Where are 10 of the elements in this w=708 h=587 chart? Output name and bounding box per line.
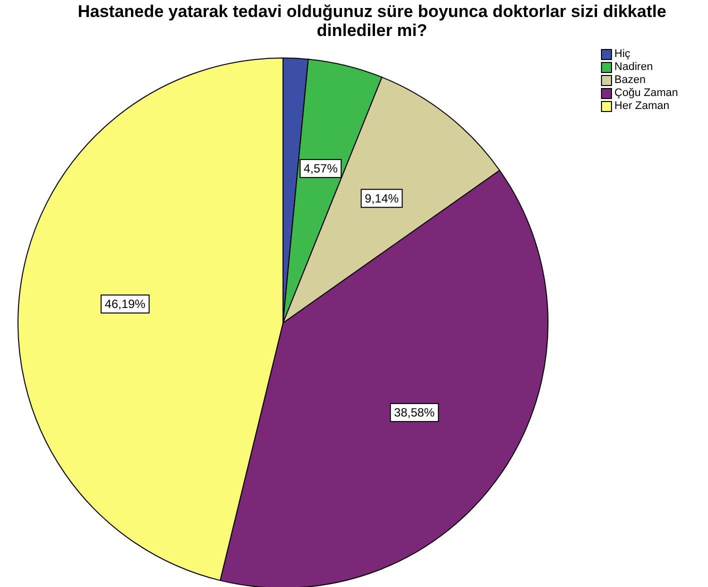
- data-label: 46,19%: [104, 297, 146, 312]
- data-label: 4,57%: [304, 162, 338, 176]
- legend-label: Çoğu Zaman: [614, 87, 678, 100]
- data-label: 38,58%: [394, 406, 436, 420]
- legend-label: Bazen: [614, 74, 646, 87]
- legend-label: Hiç: [614, 48, 630, 61]
- legend-label: Her Zaman: [614, 100, 670, 113]
- legend-label: Nadiren: [614, 61, 653, 74]
- chart-title: Hastanede yatarak tedavi olduğunuz süre boyunca doktorlar sizi dikkatle dinlediler mi?: [76, 2, 668, 40]
- data-label: 9,14%: [364, 191, 400, 206]
